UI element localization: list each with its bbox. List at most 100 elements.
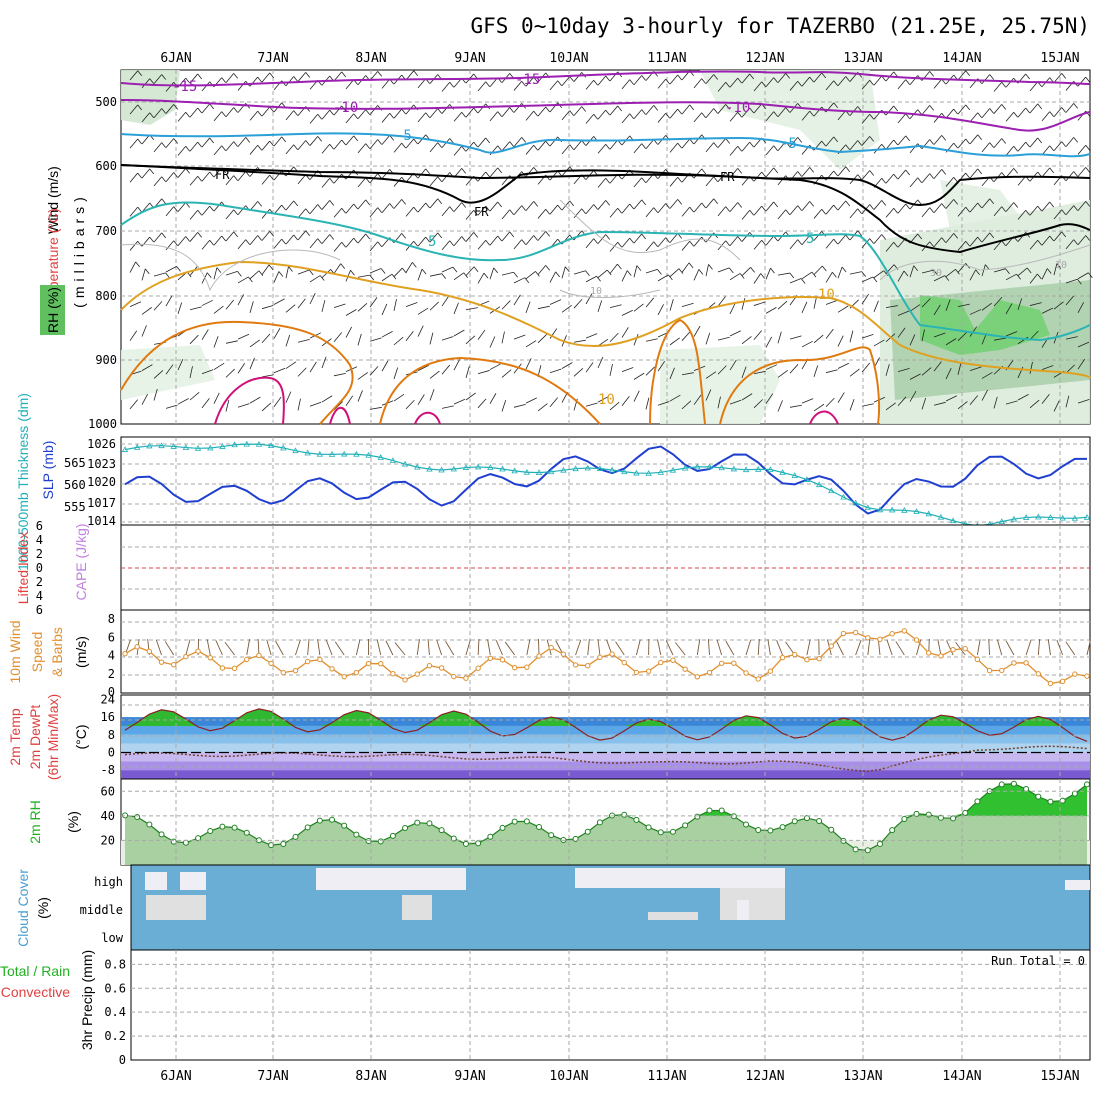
wind-barb-flag (173, 206, 179, 212)
thickness-point (158, 442, 165, 449)
wind-barb (729, 359, 737, 371)
wind-barb (645, 105, 655, 115)
wind-barb (309, 275, 321, 283)
wind-barb (357, 177, 367, 188)
wind-barb-flag (881, 234, 887, 240)
wind-barb (885, 402, 896, 411)
rh2m-point (341, 822, 348, 829)
wind-barb-flag (1026, 267, 1032, 274)
wind-barb-flag (317, 204, 323, 210)
wind-barb-flag (893, 173, 899, 180)
wind-barb (693, 269, 700, 281)
wind-barb (273, 170, 283, 181)
wind-barb (861, 238, 871, 249)
wind-barb (201, 299, 213, 306)
wind-barb-flag (725, 206, 731, 212)
wind-barb-flag (413, 240, 419, 247)
wind-barb (921, 298, 931, 308)
wind-barb-flag (581, 106, 587, 112)
rh2m-point (426, 820, 433, 827)
cloud-level-label: middle (80, 903, 123, 917)
wind-barb-flag (653, 207, 659, 213)
wind-barb (525, 301, 531, 314)
wind10m-barb (185, 639, 191, 656)
temp2m-tick: 0 (108, 745, 115, 759)
wind-barb (705, 198, 715, 209)
wind-barb-flag (737, 168, 743, 174)
wind-barb (813, 208, 823, 219)
millibars-label: (millibars) (71, 192, 87, 308)
wind-barb (513, 103, 523, 113)
wind-barb (549, 397, 559, 408)
wind-barb (417, 268, 423, 281)
wind-barb (237, 403, 250, 408)
wind-barb-flag (833, 238, 839, 245)
wind10m-point (718, 660, 725, 666)
wind-barb (549, 328, 558, 339)
wind-barb (177, 146, 187, 156)
wind-barb (1077, 235, 1087, 245)
wind-barb-flag (1061, 231, 1067, 238)
wind-barb (285, 200, 295, 211)
wind-barb (213, 336, 219, 348)
thickness-point (182, 444, 190, 450)
wind-barb (729, 330, 741, 337)
wind-barb (1077, 341, 1090, 348)
wind-barb (249, 301, 254, 313)
wind-barb-flag (761, 205, 767, 212)
wind-barb (321, 143, 331, 154)
wind-barb (501, 271, 514, 276)
wind-barb-flag (437, 232, 443, 239)
thickness-point (194, 445, 202, 451)
wind10m-point (585, 662, 591, 669)
wind-barb (813, 72, 823, 83)
wind-barb-flag (833, 102, 839, 109)
wind-barb-flag (1085, 76, 1091, 83)
wind-barb-flag (1061, 73, 1067, 79)
cloud-panel: high middle low Cloud Cover (%) (15, 864, 1091, 951)
wind-barb-flag (1025, 141, 1031, 148)
wind-barb-flag (1073, 239, 1079, 245)
wind-barb (957, 401, 968, 410)
wind-barb (753, 330, 763, 340)
contour-label: 10 (1055, 260, 1067, 271)
wind-barb-flag (977, 134, 983, 141)
wind-barb (513, 334, 526, 340)
wind-barb (261, 72, 271, 83)
wind-barb-flag (245, 137, 251, 143)
wind-barb (909, 390, 917, 402)
wind-barb-flag (365, 109, 371, 115)
wind-barb (681, 206, 691, 217)
wind-barb (201, 205, 211, 216)
wind-barb (321, 109, 331, 120)
wind-barb (261, 305, 274, 310)
wind-barb (585, 293, 593, 305)
wind-barb-flag (1073, 171, 1079, 177)
wind-barb (969, 326, 978, 337)
wind-barb (729, 111, 739, 122)
wind-barb (525, 397, 537, 404)
wind-barb-flag (893, 264, 899, 270)
thickness-point (243, 440, 250, 447)
wind-barb-flag (521, 205, 527, 211)
wind10m-point (341, 673, 347, 680)
wind-barb (753, 370, 766, 375)
rh2m-point (1010, 780, 1017, 787)
wind-barb-flag (1088, 272, 1093, 279)
wind-barb (141, 112, 151, 123)
wind-barb-flag (149, 168, 155, 175)
wind-barb-flag (713, 142, 719, 148)
wind-barb-flag (869, 114, 875, 120)
thickness-point (913, 508, 920, 514)
wind-barb (357, 302, 368, 312)
wind-barb (1053, 107, 1063, 117)
wind-barb (645, 366, 655, 376)
wind-barb-flag (137, 138, 143, 145)
thickness-tick: 565 (64, 456, 86, 470)
wind-barb-flag (749, 141, 755, 148)
wind-barb (177, 111, 187, 122)
wind-barb (765, 393, 774, 404)
wind-barb (777, 400, 783, 412)
thickness-point (1022, 514, 1030, 520)
wind-barb-flag (605, 234, 611, 240)
